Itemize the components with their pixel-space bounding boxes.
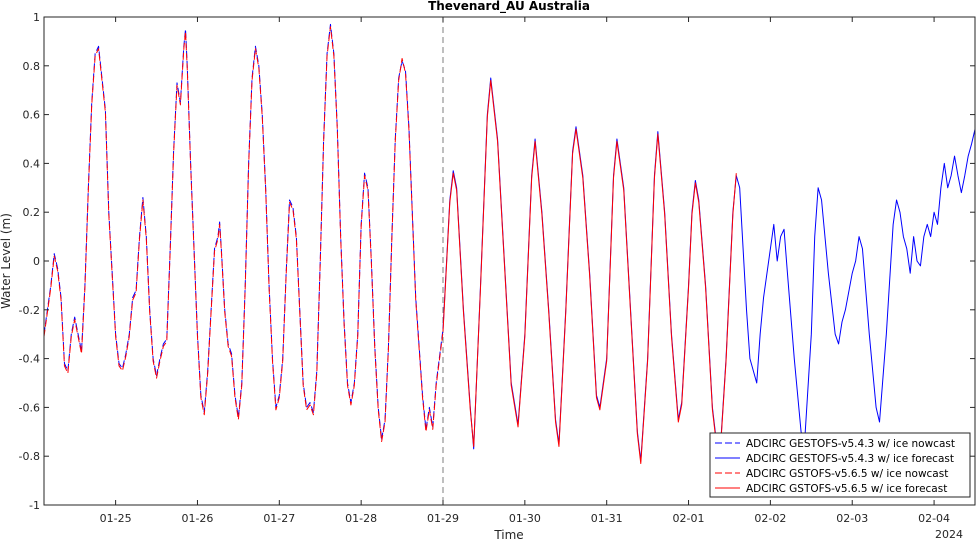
y-tick-label: -0.2 [19,304,40,317]
x-tick-label: 02-02 [754,512,786,525]
y-tick-label: 1 [33,11,40,24]
series-line-3 [44,26,444,443]
legend-label-4: ADCIRC GSTOFS-v5.6.5 w/ ice forecast [746,483,947,495]
series-line-4 [442,79,737,469]
y-tick-label: 0.2 [23,206,41,219]
legend: ADCIRC GESTOFS-v5.4.3 w/ ice nowcast ADCI… [709,432,971,498]
x-axis-label: Time [493,528,523,541]
legend-label-1: ADCIRC GESTOFS-v5.4.3 w/ ice nowcast [746,438,955,450]
legend-label-3: ADCIRC GSTOFS-v5.6.5 w/ ice nowcast [746,468,948,480]
series-group [44,23,975,469]
y-tick-label: 0.8 [23,60,41,73]
y-tick-label: -1 [29,499,40,512]
tick-group: -1 -0.8 -0.6 -0.4 -0.2 0 0.2 0.4 0.6 0.8 1 01-25 01-… [19,11,975,525]
x-tick-label: 01-27 [263,512,295,525]
x-tick-label: 02-01 [673,512,705,525]
y-tick-label: -0.6 [19,401,40,414]
x-tick-label: 01-26 [181,512,213,525]
legend-box [709,432,971,498]
x-tick-label: 01-30 [509,512,541,525]
x-tick-label: 01-31 [591,512,623,525]
y-tick-label: 0 [33,255,40,268]
y-tick-label: -0.8 [19,450,40,463]
y-tick-label: 0.6 [23,109,41,122]
x-tick-label: 01-28 [345,512,377,525]
y-tick-label: 0.4 [23,157,41,170]
y-axis-label: Water Level (m) [0,213,13,309]
year-label: 2024 [935,528,963,541]
x-tick-label: 02-03 [836,512,868,525]
x-tick-label: 02-04 [918,512,950,525]
y-tick-label: -0.4 [19,353,40,366]
x-tick-label: 01-25 [100,512,132,525]
x-tick-label: 01-29 [427,512,459,525]
chart-title: Thevenard_AU Australia [428,0,590,14]
legend-label-2: ADCIRC GESTOFS-v5.4.3 w/ ice forecast [746,453,954,465]
